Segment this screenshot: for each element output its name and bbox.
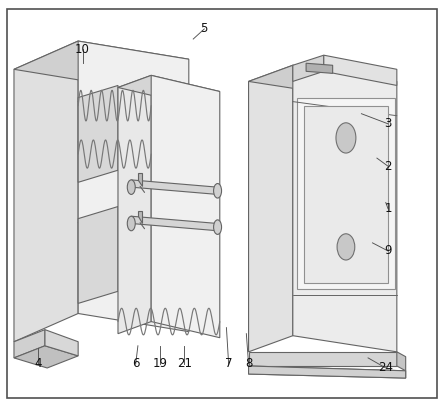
Text: 6: 6 [132, 358, 139, 371]
Polygon shape [151, 75, 220, 338]
Polygon shape [249, 65, 397, 98]
Polygon shape [78, 41, 189, 332]
Text: 10: 10 [75, 43, 90, 55]
Polygon shape [324, 55, 397, 85]
Text: 9: 9 [384, 245, 392, 258]
Text: 19: 19 [153, 358, 167, 371]
Ellipse shape [127, 216, 135, 231]
Polygon shape [249, 366, 406, 378]
Ellipse shape [214, 183, 222, 198]
Polygon shape [138, 173, 143, 186]
Polygon shape [14, 346, 78, 368]
Text: 24: 24 [378, 362, 393, 375]
Polygon shape [397, 352, 406, 371]
Polygon shape [293, 65, 397, 352]
Polygon shape [249, 352, 397, 366]
Ellipse shape [214, 220, 222, 234]
Text: 7: 7 [225, 358, 232, 371]
Polygon shape [14, 41, 78, 342]
Text: 3: 3 [385, 117, 392, 130]
Polygon shape [249, 366, 406, 378]
Text: 8: 8 [245, 358, 252, 371]
Polygon shape [14, 330, 45, 358]
Ellipse shape [127, 180, 135, 194]
Ellipse shape [336, 123, 356, 153]
Ellipse shape [337, 234, 355, 260]
Text: 4: 4 [35, 358, 42, 371]
Polygon shape [306, 63, 333, 73]
Text: 21: 21 [177, 358, 192, 371]
Polygon shape [297, 98, 395, 289]
Text: 5: 5 [201, 22, 208, 36]
Polygon shape [293, 55, 324, 81]
Polygon shape [131, 180, 218, 194]
Polygon shape [304, 106, 388, 283]
Polygon shape [118, 75, 220, 104]
Polygon shape [138, 211, 143, 223]
Polygon shape [78, 207, 118, 303]
Polygon shape [14, 41, 189, 87]
Polygon shape [45, 330, 78, 356]
Polygon shape [249, 65, 293, 352]
Polygon shape [78, 85, 118, 182]
Polygon shape [131, 216, 218, 231]
Text: 2: 2 [384, 160, 392, 173]
Text: 1: 1 [384, 202, 392, 215]
Polygon shape [118, 75, 151, 334]
